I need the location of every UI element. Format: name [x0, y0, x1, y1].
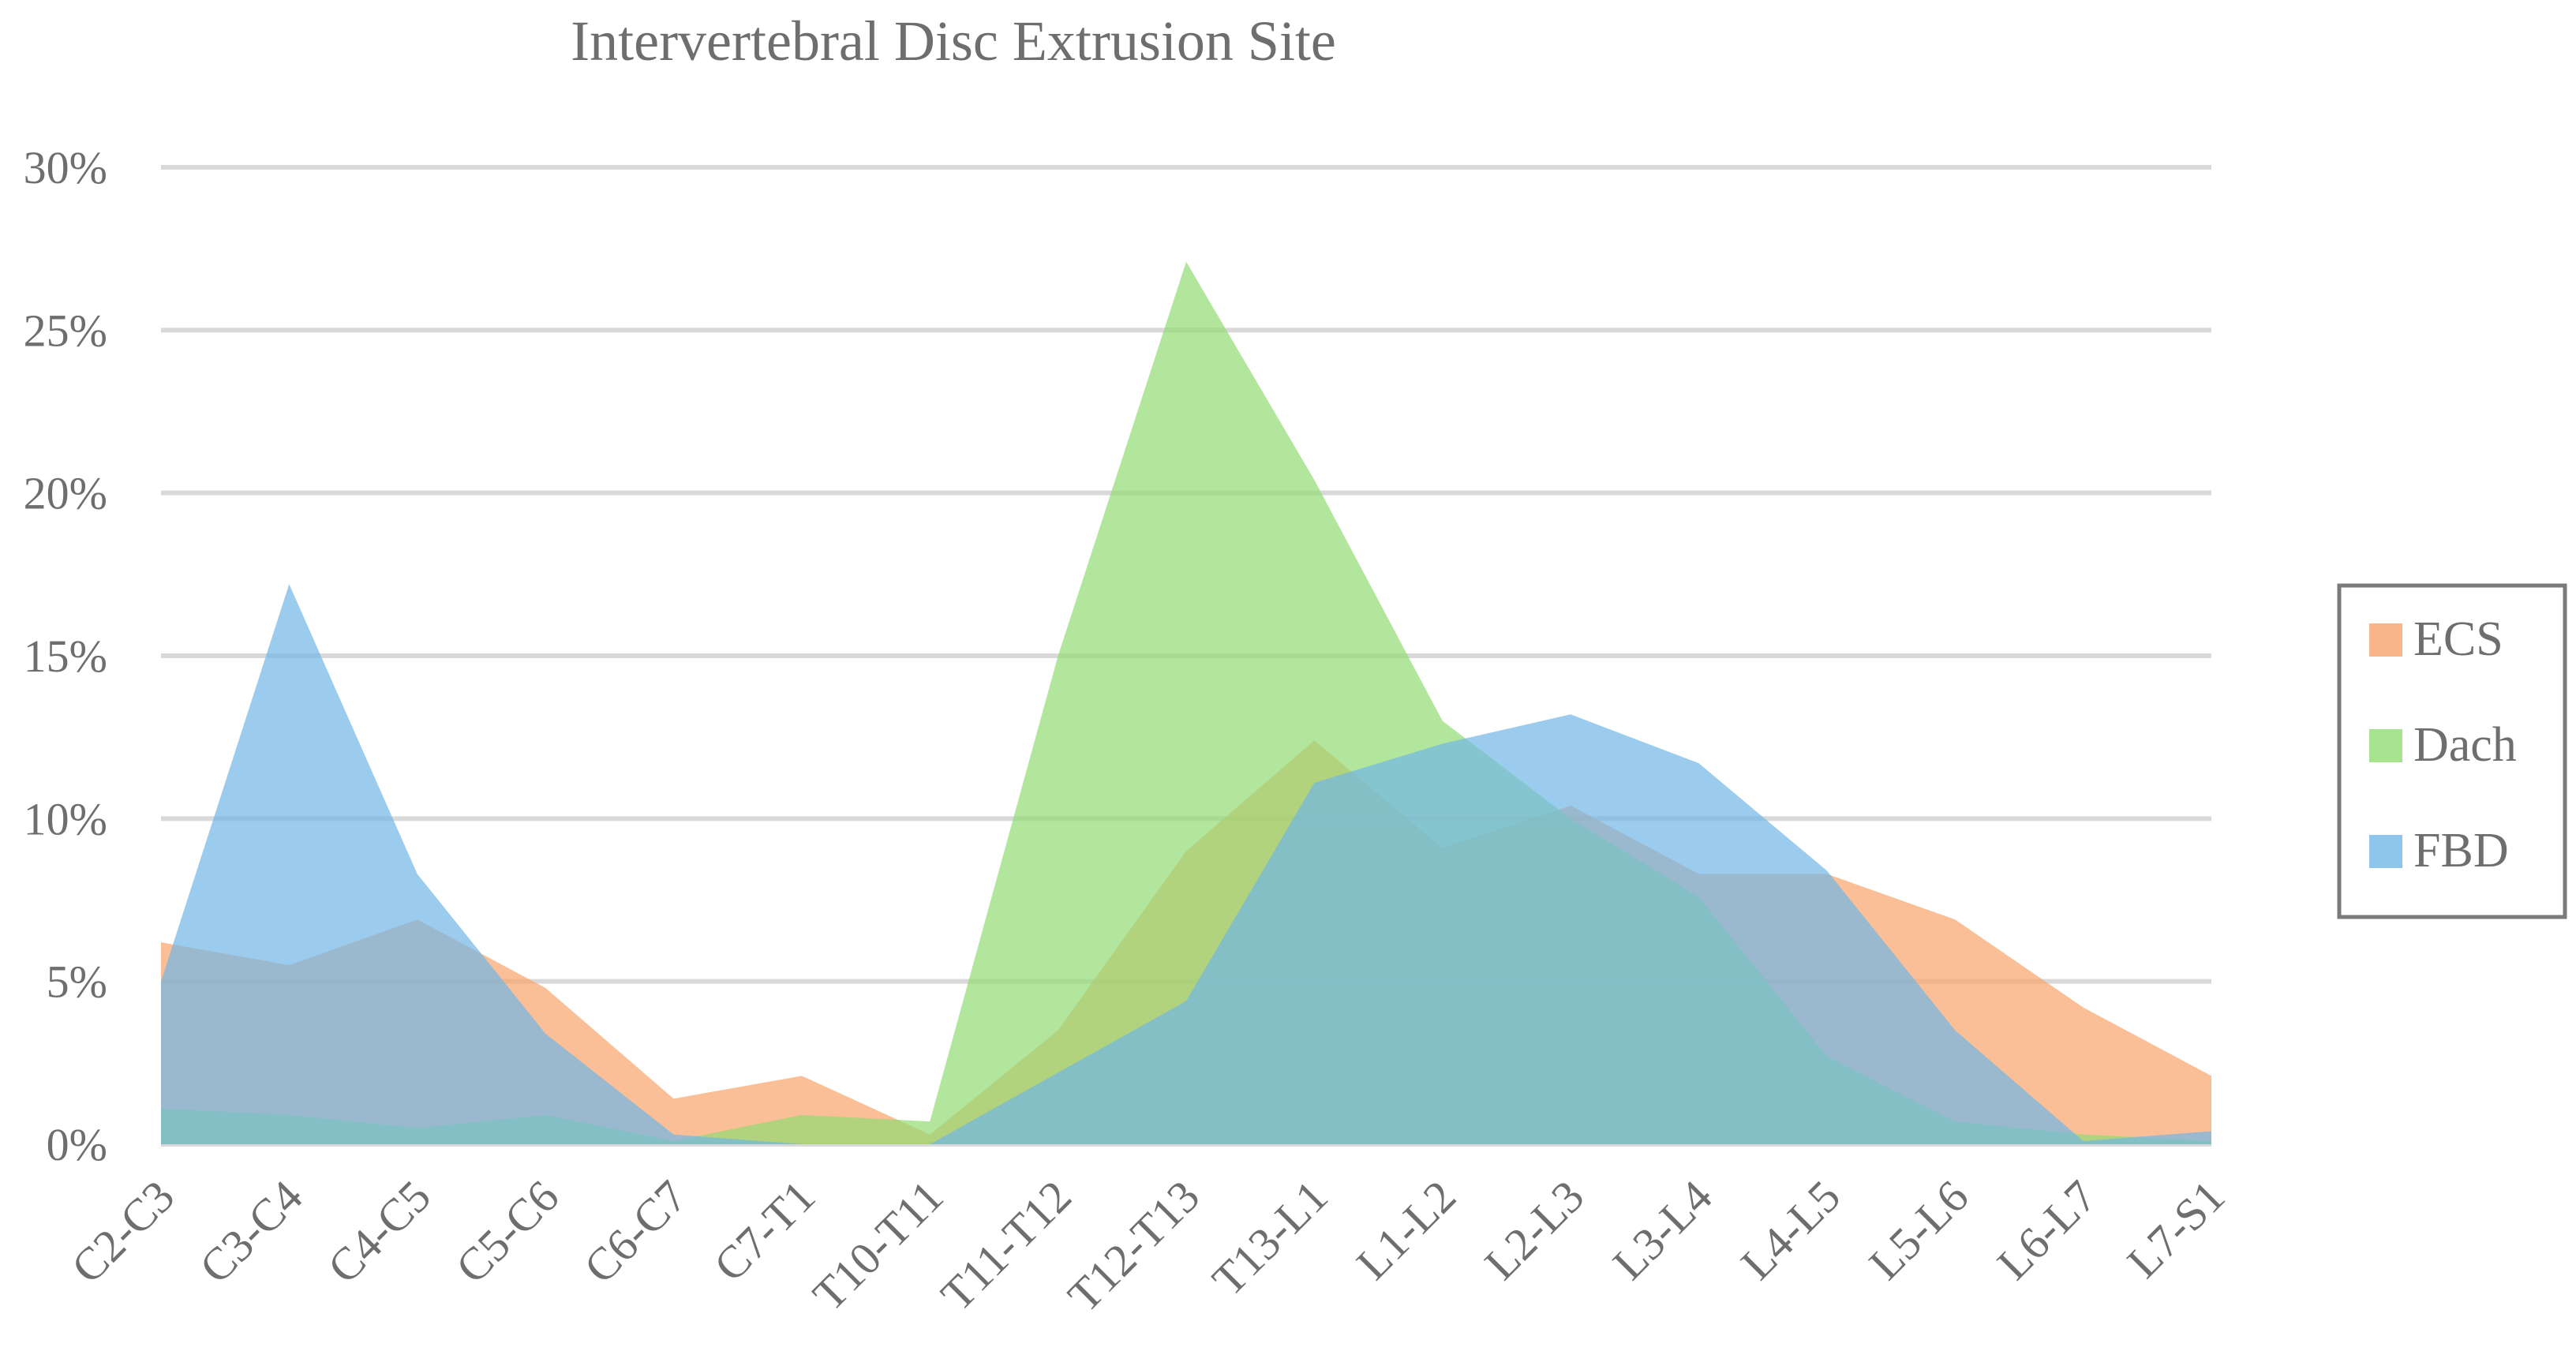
y-tick-label: 15%: [24, 631, 107, 682]
x-tick-label: C7-T1: [704, 1170, 825, 1291]
x-tick-label: L3-L4: [1603, 1170, 1722, 1289]
legend-label-dach: Dach: [2413, 718, 2517, 772]
y-axis-ticks: 0% 5% 10% 15% 20% 25% 30%: [24, 142, 107, 1170]
legend-swatch-fbd: [2369, 835, 2402, 868]
x-tick-label: C2-C3: [62, 1170, 184, 1293]
legend-swatch-ecs: [2369, 623, 2402, 657]
y-tick-label: 25%: [24, 305, 107, 356]
series-area-fbd: [161, 584, 2211, 1144]
chart-title: Intervertebral Disc Extrusion Site: [571, 9, 1336, 73]
x-tick-label: C6-C7: [574, 1170, 696, 1293]
x-tick-label: L7-S1: [2117, 1170, 2234, 1287]
y-tick-label: 10%: [24, 793, 107, 844]
series-areas: [161, 261, 2211, 1144]
x-tick-label: C5-C6: [446, 1170, 568, 1293]
x-tick-label: C4-C5: [318, 1170, 440, 1293]
x-tick-label: L6-L7: [1987, 1170, 2106, 1289]
legend: ECS Dach FBD: [2337, 583, 2567, 919]
x-tick-label: T13-L1: [1202, 1170, 1337, 1305]
x-tick-label: T12-T13: [1058, 1170, 1209, 1322]
y-tick-label: 30%: [24, 142, 107, 193]
y-tick-label: 20%: [24, 468, 107, 519]
x-tick-label: T10-T11: [803, 1170, 953, 1320]
legend-label-ecs: ECS: [2413, 612, 2503, 666]
x-tick-label: C3-C4: [189, 1170, 312, 1293]
legend-swatch-dach: [2369, 729, 2402, 762]
x-tick-label: T11-T12: [931, 1170, 1081, 1320]
y-tick-label: 0%: [47, 1119, 107, 1170]
x-axis-ticks: C2-C3 C3-C4 C4-C5 C5-C6 C6-C7 C7-T1T10-T11T11…: [62, 1170, 2234, 1322]
legend-label-fbd: FBD: [2413, 824, 2509, 878]
x-tick-label: L2-L3: [1475, 1170, 1594, 1289]
x-tick-label: L1-L2: [1346, 1170, 1466, 1289]
y-tick-label: 5%: [47, 956, 107, 1008]
x-tick-label: L4-L5: [1731, 1170, 1850, 1289]
x-tick-label: L5-L6: [1859, 1170, 1979, 1289]
